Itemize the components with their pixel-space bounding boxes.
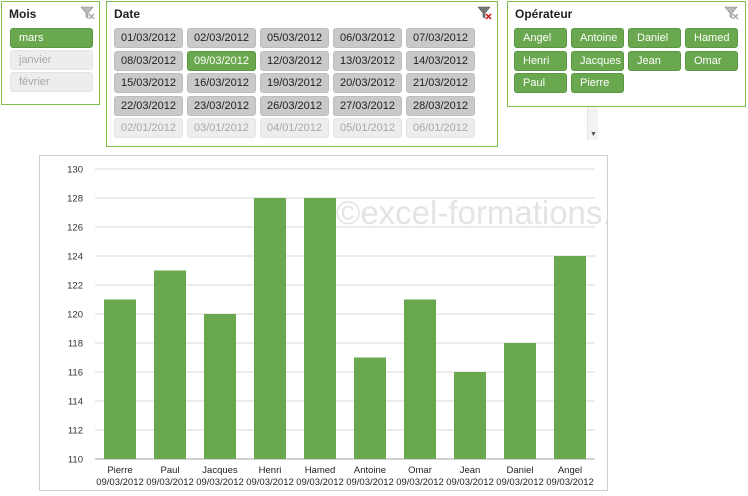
- slicer-item[interactable]: 27/03/2012: [333, 95, 402, 116]
- y-tick-label: 130: [67, 165, 83, 176]
- x-tick-label: Henri: [259, 465, 282, 476]
- scroll-down-icon[interactable]: ▼: [590, 131, 597, 138]
- bar: [454, 372, 486, 459]
- bar: [304, 198, 336, 459]
- slicer-item[interactable]: mars: [10, 28, 93, 48]
- slicer-item[interactable]: 12/03/2012: [260, 50, 329, 71]
- x-tick-label: Omar: [408, 465, 432, 476]
- slicer-date-title: Date: [114, 7, 141, 21]
- slicer-item[interactable]: 15/03/2012: [114, 73, 183, 93]
- slicer-item[interactable]: février: [10, 72, 93, 92]
- bar-chart: 110 112 114 116 118 120 122 124 126 128 130 ©excel-…: [67, 165, 632, 489]
- x-tick-date-label: 09/03/2012: [296, 477, 344, 488]
- x-tick-date-label: 09/03/2012: [496, 477, 544, 488]
- slicer-item[interactable]: 05/01/2012: [333, 118, 402, 138]
- x-tick-date-label: 09/03/2012: [346, 477, 394, 488]
- funnel-clear-icon[interactable]: [724, 6, 740, 20]
- slicer-item[interactable]: Jacques: [571, 50, 624, 71]
- slicer-item[interactable]: 13/03/2012: [333, 50, 402, 71]
- funnel-clear-icon[interactable]: [80, 6, 96, 20]
- slicer-operateur-title: Opérateur: [515, 7, 573, 21]
- y-tick-label: 116: [68, 368, 83, 379]
- slicer-operateur: Opérateur Angel Antoine Daniel Hamed Henri Ja…: [507, 1, 746, 107]
- y-tick-label: 128: [67, 194, 83, 205]
- x-tick-date-label: 09/03/2012: [246, 477, 294, 488]
- slicer-item[interactable]: Daniel: [628, 28, 681, 48]
- x-tick-label: Paul: [160, 465, 179, 476]
- slicer-item[interactable]: Hamed: [685, 28, 738, 48]
- x-tick-label: Jean: [460, 465, 481, 476]
- x-tick-date-label: 09/03/2012: [396, 477, 444, 488]
- slicer-item[interactable]: 01/03/2012: [114, 28, 183, 48]
- x-tick-date-label: 09/03/2012: [96, 477, 144, 488]
- slicer-item[interactable]: 08/03/2012: [114, 50, 183, 71]
- slicer-item[interactable]: 03/01/2012: [187, 118, 256, 138]
- slicer-item[interactable]: 06/01/2012: [406, 118, 475, 138]
- bar: [254, 198, 286, 459]
- chart-area: 110 112 114 116 118 120 122 124 126 128 130 ©excel-…: [39, 155, 632, 491]
- slicer-item[interactable]: janvier: [10, 50, 93, 70]
- slicer-item[interactable]: 21/03/2012: [406, 73, 475, 93]
- bar: [554, 256, 586, 459]
- slicer-item[interactable]: Omar: [685, 50, 738, 71]
- x-tick-date-label: 09/03/2012: [196, 477, 244, 488]
- y-tick-label: 118: [68, 339, 83, 350]
- watermark: ©excel-formations.fr: [336, 194, 607, 231]
- slicer-item[interactable]: Paul: [514, 73, 567, 93]
- y-tick-label: 126: [67, 223, 83, 234]
- x-tick-label: Angel: [558, 465, 582, 476]
- slicer-item[interactable]: 19/03/2012: [260, 73, 329, 93]
- slicer-item[interactable]: 20/03/2012: [333, 73, 402, 93]
- slicer-item[interactable]: 28/03/2012: [406, 95, 475, 116]
- slicer-date: Date 01/03/2012 02/03/2012 05/03/2012 06/03…: [106, 1, 598, 147]
- slicer-item[interactable]: 05/03/2012: [260, 28, 329, 48]
- bar: [504, 343, 536, 459]
- slicer-item[interactable]: 04/01/2012: [260, 118, 329, 138]
- slicer-item[interactable]: 07/03/2012: [406, 28, 475, 48]
- x-tick-date-label: 09/03/2012: [546, 477, 594, 488]
- y-tick-label: 124: [67, 252, 83, 263]
- x-tick-label: Antoine: [354, 465, 386, 476]
- x-tick-label: Hamed: [305, 465, 336, 476]
- x-tick-label: Jacques: [202, 465, 238, 476]
- y-tick-label: 114: [68, 397, 83, 408]
- slicer-operateur-header: Opérateur: [508, 2, 745, 24]
- slicer-item[interactable]: 23/03/2012: [187, 95, 256, 116]
- slicer-item[interactable]: 09/03/2012: [187, 50, 256, 71]
- x-tick-label: Pierre: [107, 465, 132, 476]
- slicer-mois: Mois mars janvier février: [1, 1, 100, 105]
- x-tick-date-label: 09/03/2012: [446, 477, 494, 488]
- bar: [154, 270, 186, 459]
- x-tick-date-label: 09/03/2012: [146, 477, 194, 488]
- slicer-item[interactable]: Antoine: [571, 28, 624, 48]
- slicer-item[interactable]: 02/03/2012: [187, 28, 256, 48]
- slicer-mois-header: Mois: [2, 2, 99, 24]
- y-tick-label: 120: [67, 310, 83, 321]
- slicer-item[interactable]: 02/01/2012: [114, 118, 183, 138]
- bar: [104, 299, 136, 459]
- slicer-item[interactable]: 22/03/2012: [114, 95, 183, 116]
- slicer-item[interactable]: 06/03/2012: [333, 28, 402, 48]
- bar: [404, 299, 436, 459]
- slicer-date-header: Date: [107, 2, 497, 24]
- y-tick-label: 110: [68, 455, 83, 466]
- bar: [204, 314, 236, 459]
- bar: [354, 357, 386, 459]
- slicer-item[interactable]: Pierre: [571, 73, 624, 93]
- slicer-item[interactable]: 16/03/2012: [187, 73, 256, 93]
- slicer-item[interactable]: Angel: [514, 28, 567, 48]
- y-tick-label: 112: [68, 426, 83, 437]
- slicer-item[interactable]: Jean: [628, 50, 681, 71]
- slicer-item[interactable]: 26/03/2012: [260, 95, 329, 116]
- slicer-item[interactable]: 14/03/2012: [406, 50, 475, 71]
- slicer-mois-title: Mois: [9, 7, 37, 21]
- slicer-item[interactable]: Henri: [514, 50, 567, 71]
- x-tick-label: Daniel: [507, 465, 534, 476]
- y-tick-label: 122: [67, 281, 83, 292]
- funnel-clear-icon[interactable]: [477, 6, 493, 20]
